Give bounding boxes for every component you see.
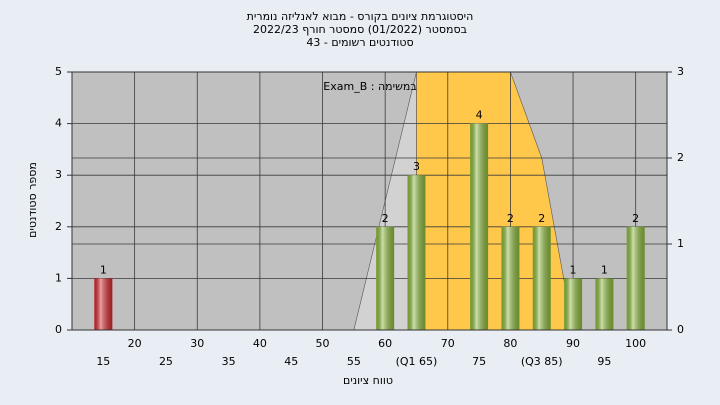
chart-subtitle: בסמסטר (01/2022) סמסטר חורף 2022/23 bbox=[253, 23, 467, 36]
x-tick-label: 90 bbox=[566, 337, 580, 350]
x-tick-label: 25 bbox=[159, 355, 173, 368]
annotation: במשימה : Exam_B bbox=[323, 80, 416, 93]
bar-shine bbox=[564, 278, 583, 330]
x-tick-label: 20 bbox=[128, 337, 142, 350]
x-tick-label: 60 bbox=[378, 337, 392, 350]
bar-shine bbox=[501, 226, 520, 330]
data-label: 1 bbox=[570, 263, 577, 276]
x-tick-label: (Q1 65) bbox=[396, 355, 438, 368]
data-label: 1 bbox=[100, 263, 107, 276]
y2-tick-label: 3 bbox=[677, 65, 684, 78]
bar-shine bbox=[595, 278, 614, 330]
y-tick-label: 1 bbox=[55, 271, 62, 284]
bar-shine bbox=[470, 123, 489, 330]
x-tick-label: 100 bbox=[625, 337, 646, 350]
x-tick-label: 40 bbox=[253, 337, 267, 350]
y-axis-label: מספר סטודנטים bbox=[26, 162, 39, 238]
data-label: 2 bbox=[538, 212, 545, 225]
y-tick-label: 4 bbox=[55, 117, 62, 130]
x-tick-label: 50 bbox=[316, 337, 330, 350]
bar-shine bbox=[376, 226, 395, 330]
x-tick-label: 30 bbox=[190, 337, 204, 350]
x-tick-label: 55 bbox=[347, 355, 361, 368]
data-label: 3 bbox=[413, 160, 420, 173]
data-label: 2 bbox=[382, 212, 389, 225]
bar-shine bbox=[532, 226, 551, 330]
chart-subtitle: סטודנטים רשומים - 43 bbox=[306, 36, 413, 49]
x-tick-label: 45 bbox=[284, 355, 298, 368]
y-tick-label: 2 bbox=[55, 220, 62, 233]
chart-title: היסטוגרמת ציונים בקורס - מבוא לאנליזה נו… bbox=[247, 10, 474, 23]
bar-shine bbox=[407, 175, 426, 330]
bar-shine bbox=[94, 278, 113, 330]
x-tick-label: 35 bbox=[222, 355, 236, 368]
data-label: 2 bbox=[632, 212, 639, 225]
x-tick-label: (Q3 85) bbox=[521, 355, 563, 368]
x-tick-label: 15 bbox=[96, 355, 110, 368]
bar-shine bbox=[626, 226, 645, 330]
x-axis-label: טווח ציונים bbox=[343, 374, 393, 387]
x-tick-label: 75 bbox=[472, 355, 486, 368]
data-label: 2 bbox=[507, 212, 514, 225]
y2-tick-label: 2 bbox=[677, 151, 684, 164]
y-tick-label: 0 bbox=[55, 323, 62, 336]
x-tick-label: 95 bbox=[597, 355, 611, 368]
x-tick-label: 70 bbox=[441, 337, 455, 350]
plot-border bbox=[71, 71, 668, 331]
y-tick-label: 5 bbox=[55, 65, 62, 78]
y-tick-label: 3 bbox=[55, 168, 62, 181]
y2-tick-label: 1 bbox=[677, 237, 684, 250]
data-label: 1 bbox=[601, 263, 608, 276]
data-label: 4 bbox=[476, 109, 483, 122]
y2-tick-label: 0 bbox=[677, 323, 684, 336]
x-tick-label: 80 bbox=[503, 337, 517, 350]
